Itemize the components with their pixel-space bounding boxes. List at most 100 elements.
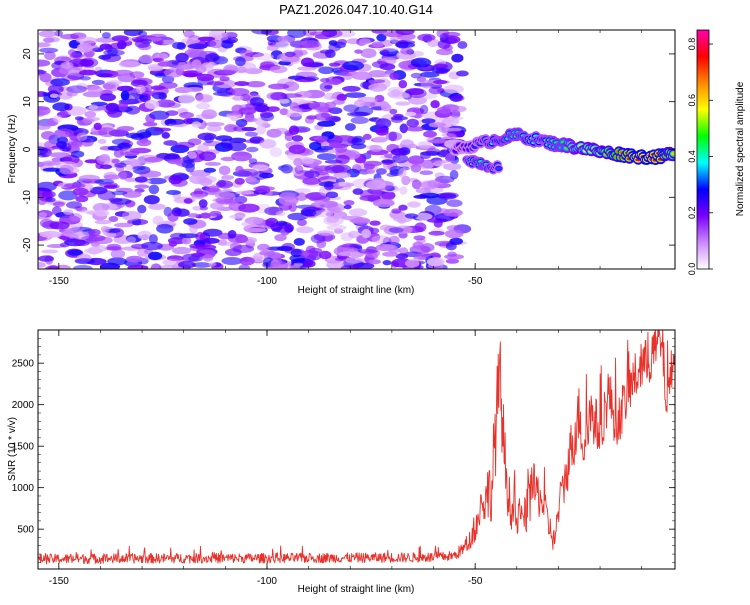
spectrogram-cell — [137, 30, 148, 37]
snr-x-tick-label: -50 — [468, 576, 483, 587]
spectrogram-cell — [407, 201, 421, 208]
spectrogram-cell — [412, 241, 424, 249]
spectrogram-cell — [274, 234, 287, 242]
spectrogram-cell — [125, 132, 142, 139]
spectrogram-cell — [39, 230, 62, 238]
spectrogram-y-label: Frequency (Hz) — [7, 115, 18, 184]
spectrogram-cell — [143, 84, 153, 92]
spectrogram-cell — [314, 200, 326, 206]
spectrogram-cell — [204, 122, 225, 127]
spectrogram-cell — [260, 112, 275, 122]
spectrogram-cell — [38, 59, 51, 67]
spectrogram-cell — [221, 257, 243, 265]
spectrogram-cell — [84, 234, 106, 242]
spectrogram-cell — [410, 57, 432, 68]
spectrogram-cell — [279, 108, 289, 116]
spectrogram-cell — [294, 188, 311, 194]
spectrogram-cell — [248, 158, 258, 165]
spectrogram-cell — [52, 102, 70, 112]
spectrogram-cell — [344, 92, 367, 98]
spectrogram-cell — [75, 195, 89, 203]
spectrogram-cell — [379, 63, 396, 71]
spectrogram-cell — [221, 31, 238, 38]
spectrogram-cell — [74, 258, 95, 265]
spectrogram-cell — [179, 111, 194, 119]
spectrogram-cell — [163, 68, 184, 78]
spectrogram-cell — [149, 110, 170, 120]
spectrogram-cell — [97, 139, 107, 144]
spectrogram-cell — [63, 209, 74, 216]
spectrogram-cell — [407, 143, 418, 149]
spectrogram-cell — [443, 208, 463, 217]
spectrogram-cell — [91, 79, 105, 86]
spectrogram-cell — [442, 31, 461, 38]
spectrogram-cell — [421, 118, 436, 124]
spectrogram-x-label: Height of straight line (km) — [298, 285, 415, 296]
spectrogram-cell — [446, 225, 462, 231]
spectrogram-cell — [314, 112, 334, 121]
spectrogram-cell — [445, 258, 459, 264]
spectrogram-cell — [251, 164, 269, 172]
spectrogram-cell — [449, 169, 459, 180]
spectrogram-cell — [99, 43, 113, 50]
colorbar-tick-label: 0.2 — [687, 207, 697, 220]
snr-frame — [37, 329, 676, 570]
spectrogram-cell — [275, 211, 286, 217]
spectrogram-cell — [231, 151, 253, 162]
spectrogram-cell — [195, 93, 213, 103]
spectrogram-cell — [404, 213, 419, 219]
spectrogram-cell — [382, 251, 399, 257]
spectrogram-cell — [296, 226, 314, 234]
spectrogram-cell — [229, 214, 245, 219]
spectrogram-cell — [328, 40, 338, 46]
spectrogram-cell — [447, 251, 457, 257]
spectrogram-cell — [399, 123, 408, 134]
spectrogram-cell — [426, 257, 445, 267]
spectrogram-cell — [286, 108, 303, 118]
spectrogram-cell — [206, 81, 225, 86]
spectrogram-cell — [172, 42, 186, 50]
spectrogram-cell — [391, 208, 402, 214]
spectrogram-cell — [400, 47, 414, 55]
colorbar-label: Normalized spectral amplitude — [735, 81, 746, 216]
spectrogram-cell — [137, 230, 152, 240]
spectrogram-cell — [335, 145, 347, 154]
spectrogram-cell — [38, 262, 46, 268]
spectrogram-cell — [416, 251, 431, 260]
spectrogram-cell — [328, 62, 341, 67]
snr-panel: -150 -100 -50 500 1000 1500 2000 2500 Height of… — [7, 329, 676, 595]
spectrogram-cell — [317, 120, 336, 127]
figure-title: PAZ1.2026.047.10.40.G14 — [279, 2, 433, 17]
spectrogram-cell — [174, 208, 190, 217]
spectrogram-cell — [427, 139, 449, 144]
spectrogram-cell — [420, 151, 431, 160]
spectrogram-cell — [168, 240, 178, 247]
colorbar-gradient — [697, 30, 709, 269]
spectrogram-cell — [331, 99, 345, 105]
spectrogram-cell — [39, 47, 59, 53]
spectrogram-y-tick-label: -10 — [22, 190, 33, 205]
spectrogram-cell — [435, 175, 455, 184]
snr-ticks: -150 -100 -50 500 1000 1500 2000 2500 — [12, 330, 675, 587]
spectrogram-cell — [446, 199, 463, 207]
spectrogram-cell — [266, 106, 280, 112]
spectrogram-cell — [417, 141, 432, 149]
spectrogram-cell — [450, 94, 465, 102]
spectrogram-cell — [66, 90, 78, 97]
spectrogram-cell — [371, 41, 384, 48]
spectrogram-cell — [457, 41, 468, 49]
spectrogram-cell — [41, 131, 56, 140]
spectrogram-cell — [252, 52, 274, 61]
spectrogram-cell — [119, 149, 128, 156]
spectrogram-cell — [98, 54, 112, 60]
spectrogram-cell — [407, 88, 427, 99]
spectrogram-cell — [326, 203, 346, 213]
spectrogram-cell — [103, 49, 125, 56]
spectrogram-cell — [153, 127, 172, 132]
spectrogram-cell — [444, 229, 464, 239]
spectrogram-cell — [134, 176, 148, 183]
spectrogram-cell — [143, 195, 160, 205]
spectrogram-cell — [363, 163, 375, 170]
spectrogram-cell — [111, 190, 128, 196]
